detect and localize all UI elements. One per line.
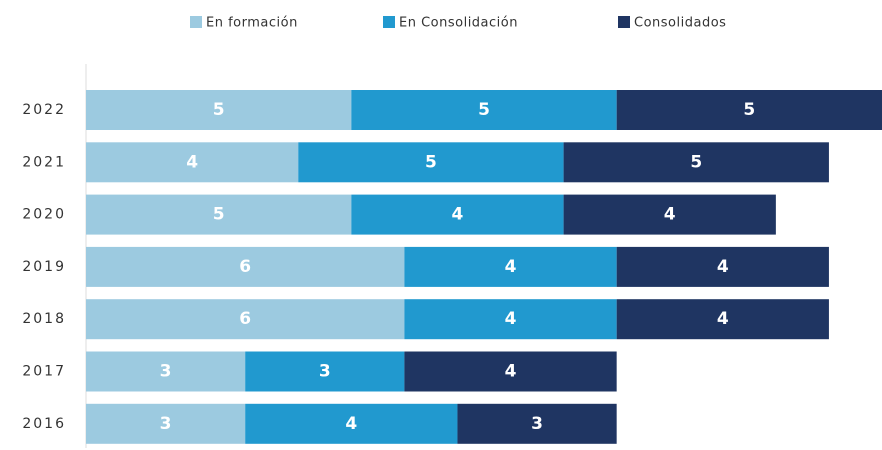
bar-segment <box>86 142 299 183</box>
y-tick-label: 2020 <box>22 207 66 223</box>
bar-segment <box>404 246 617 287</box>
bar-segment <box>563 142 829 183</box>
data-label: 6 <box>239 309 251 329</box>
bar-segment <box>563 194 776 235</box>
data-label: 4 <box>452 205 464 225</box>
data-label: 5 <box>478 100 490 120</box>
y-tick-label: 2016 <box>22 416 66 432</box>
data-label: 4 <box>717 309 729 329</box>
data-label: 4 <box>186 152 198 172</box>
data-label: 5 <box>690 152 702 172</box>
data-label: 3 <box>319 362 331 382</box>
legend-swatch <box>383 16 395 28</box>
data-label: 5 <box>213 100 225 120</box>
bar-segment <box>86 299 405 340</box>
data-label: 3 <box>160 362 172 382</box>
data-label: 6 <box>239 257 251 277</box>
data-label: 5 <box>425 152 437 172</box>
data-label: 5 <box>213 205 225 225</box>
bar-segment <box>86 246 405 287</box>
data-label: 4 <box>717 257 729 277</box>
legend-swatch <box>190 16 202 28</box>
data-label: 4 <box>505 257 517 277</box>
legend-swatch <box>618 16 630 28</box>
bar-segment <box>351 90 617 130</box>
data-label: 4 <box>345 414 357 434</box>
bar-segment <box>245 351 405 392</box>
bar-segment <box>616 90 882 130</box>
bar-segment <box>86 90 352 130</box>
y-tick-label: 2021 <box>22 154 66 170</box>
bar-segment <box>616 246 829 287</box>
data-label: 5 <box>743 100 755 120</box>
data-label: 3 <box>531 414 543 434</box>
y-tick-label: 2017 <box>22 364 66 380</box>
data-label: 4 <box>505 362 517 382</box>
bar-segment <box>616 299 829 340</box>
bar-segment <box>245 403 458 444</box>
bar-segment <box>351 194 564 235</box>
data-label: 4 <box>505 309 517 329</box>
bar-segment <box>86 403 246 444</box>
legend-label: En formación <box>206 16 298 31</box>
bar-segment <box>298 142 564 183</box>
legend-label: En Consolidación <box>399 16 518 31</box>
bar-segment <box>86 351 246 392</box>
legend-label: Consolidados <box>634 16 726 31</box>
bar-segment <box>404 299 617 340</box>
y-tick-label: 2022 <box>22 102 66 118</box>
bar-segment <box>457 403 617 444</box>
bar-segment <box>86 194 352 235</box>
data-label: 4 <box>664 205 676 225</box>
y-tick-label: 2018 <box>22 311 66 327</box>
bar-segment <box>404 351 617 392</box>
y-tick-label: 2019 <box>22 259 66 275</box>
data-label: 3 <box>160 414 172 434</box>
